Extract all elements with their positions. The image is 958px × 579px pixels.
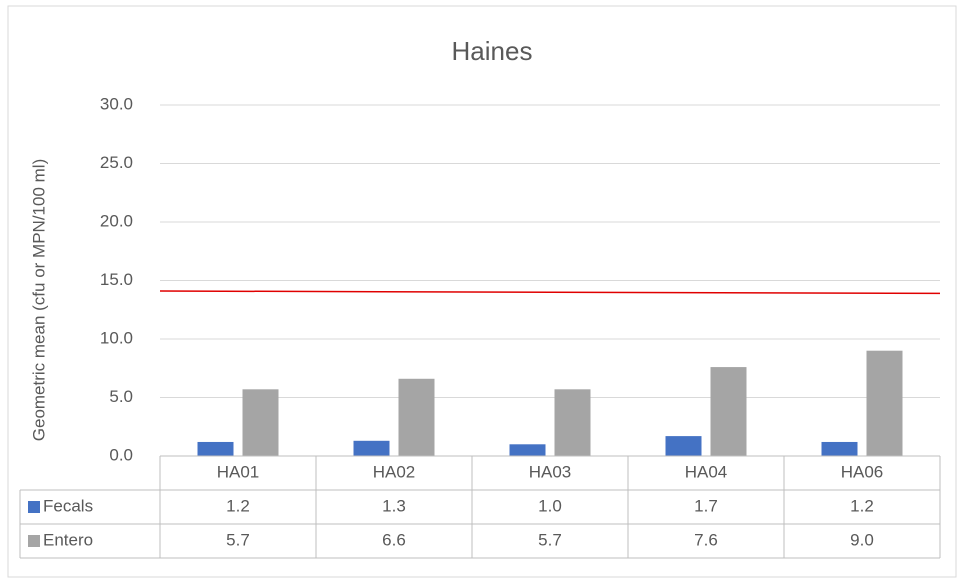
legend-key [28,501,40,513]
x-tick-label: HA02 [373,462,416,481]
table-value: 5.7 [226,530,250,549]
reference-line [159,290,941,295]
bar [554,389,591,456]
y-tick-label: 20.0 [100,211,133,230]
table-value: 1.2 [226,496,250,515]
y-tick-label: 25.0 [100,153,133,172]
bar [398,378,435,456]
x-tick-label: HA03 [529,462,572,481]
bar [197,441,234,456]
legend-label: Fecals [43,496,93,515]
x-tick-label: HA06 [841,462,884,481]
y-tick-label: 30.0 [100,94,133,113]
bar [710,367,747,456]
x-tick-label: HA04 [685,462,728,481]
table-value: 5.7 [538,530,562,549]
y-axis-title: Geometric mean (cfu or MPN/100 ml) [29,159,48,441]
y-tick-label: 10.0 [100,328,133,347]
chart-title: Haines [452,36,533,66]
table-value: 6.6 [382,530,406,549]
table-value: 1.7 [694,496,718,515]
table-value: 9.0 [850,530,874,549]
bar [509,444,546,456]
table-value: 1.2 [850,496,874,515]
table-value: 1.3 [382,496,406,515]
table-value: 7.6 [694,530,718,549]
legend-key [28,535,40,547]
legend-label: Entero [43,530,93,549]
y-tick-label: 15.0 [100,270,133,289]
bar [821,441,858,456]
table-value: 1.0 [538,496,562,515]
bar [353,440,390,456]
bar [665,436,702,456]
bar [866,350,903,456]
bar [242,389,279,456]
y-tick-label: 5.0 [109,387,133,406]
y-tick-label: 0.0 [109,445,133,464]
x-tick-label: HA01 [217,462,260,481]
